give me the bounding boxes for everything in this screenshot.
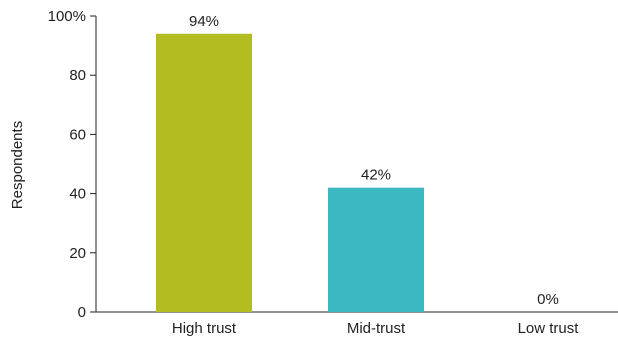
- y-axis: 0 20 40 60 80 100%: [48, 8, 97, 321]
- bar-value-label: 42%: [361, 167, 391, 184]
- bar-value-label: 94%: [189, 13, 219, 30]
- bar-high-trust: [156, 33, 252, 312]
- y-tick-label: 80: [69, 67, 86, 84]
- y-tick-label: 40: [69, 186, 86, 203]
- y-tick-label: 100%: [48, 8, 86, 25]
- x-axis: High trust Mid-trust Low trust: [96, 311, 618, 337]
- x-category-label: Mid-trust: [347, 320, 406, 337]
- bar-mid-trust: [328, 187, 424, 312]
- y-tick-label: 60: [69, 126, 86, 143]
- y-tick-label: 20: [69, 245, 86, 262]
- bars: [156, 33, 424, 312]
- x-category-label: High trust: [172, 320, 237, 337]
- bar-value-label: 0%: [537, 291, 559, 308]
- data-labels: 94% 42% 0%: [189, 13, 559, 308]
- x-category-label: Low trust: [518, 320, 580, 337]
- y-tick-label: 0: [78, 304, 86, 321]
- y-axis-label: Respondents: [9, 121, 26, 209]
